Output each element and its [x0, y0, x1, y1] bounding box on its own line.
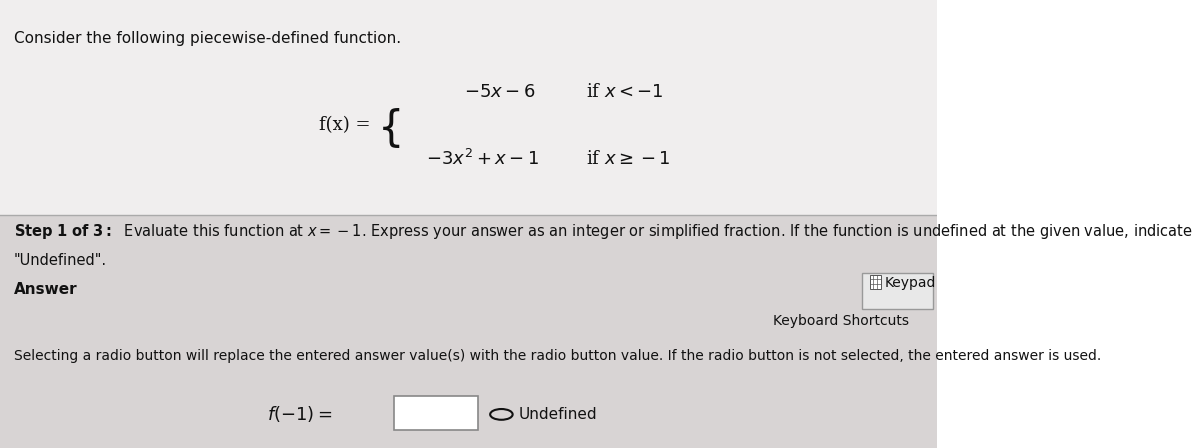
- Text: "Undefined".: "Undefined".: [14, 253, 107, 268]
- Text: Undefined: Undefined: [518, 407, 596, 422]
- Text: Answer: Answer: [14, 282, 78, 297]
- Text: Consider the following piecewise-defined function.: Consider the following piecewise-defined…: [14, 31, 401, 46]
- Text: $\bf{Step\ 1\ of\ 3:}$  Evaluate this function at $x = -1$. Express your answer : $\bf{Step\ 1\ of\ 3:}$ Evaluate this fun…: [14, 222, 1193, 241]
- Text: if $x < -1$: if $x < -1$: [586, 83, 664, 101]
- Text: $f(-1) =$: $f(-1) =$: [268, 405, 332, 424]
- Text: f(x) =: f(x) =: [319, 116, 370, 134]
- FancyBboxPatch shape: [0, 0, 937, 215]
- Text: Keypad: Keypad: [884, 276, 936, 290]
- FancyBboxPatch shape: [870, 275, 881, 289]
- FancyBboxPatch shape: [0, 215, 937, 448]
- Text: $-3x^2 + x - 1$: $-3x^2 + x - 1$: [426, 149, 540, 169]
- Text: Keyboard Shortcuts: Keyboard Shortcuts: [773, 314, 910, 327]
- Text: $-5x - 6$: $-5x - 6$: [464, 83, 535, 101]
- Text: Selecting a radio button will replace the entered answer value(s) with the radio: Selecting a radio button will replace th…: [14, 349, 1102, 363]
- Text: if $x \geq -1$: if $x \geq -1$: [586, 150, 671, 168]
- Text: $\{$: $\{$: [377, 106, 401, 150]
- FancyBboxPatch shape: [863, 273, 932, 309]
- FancyBboxPatch shape: [394, 396, 478, 430]
